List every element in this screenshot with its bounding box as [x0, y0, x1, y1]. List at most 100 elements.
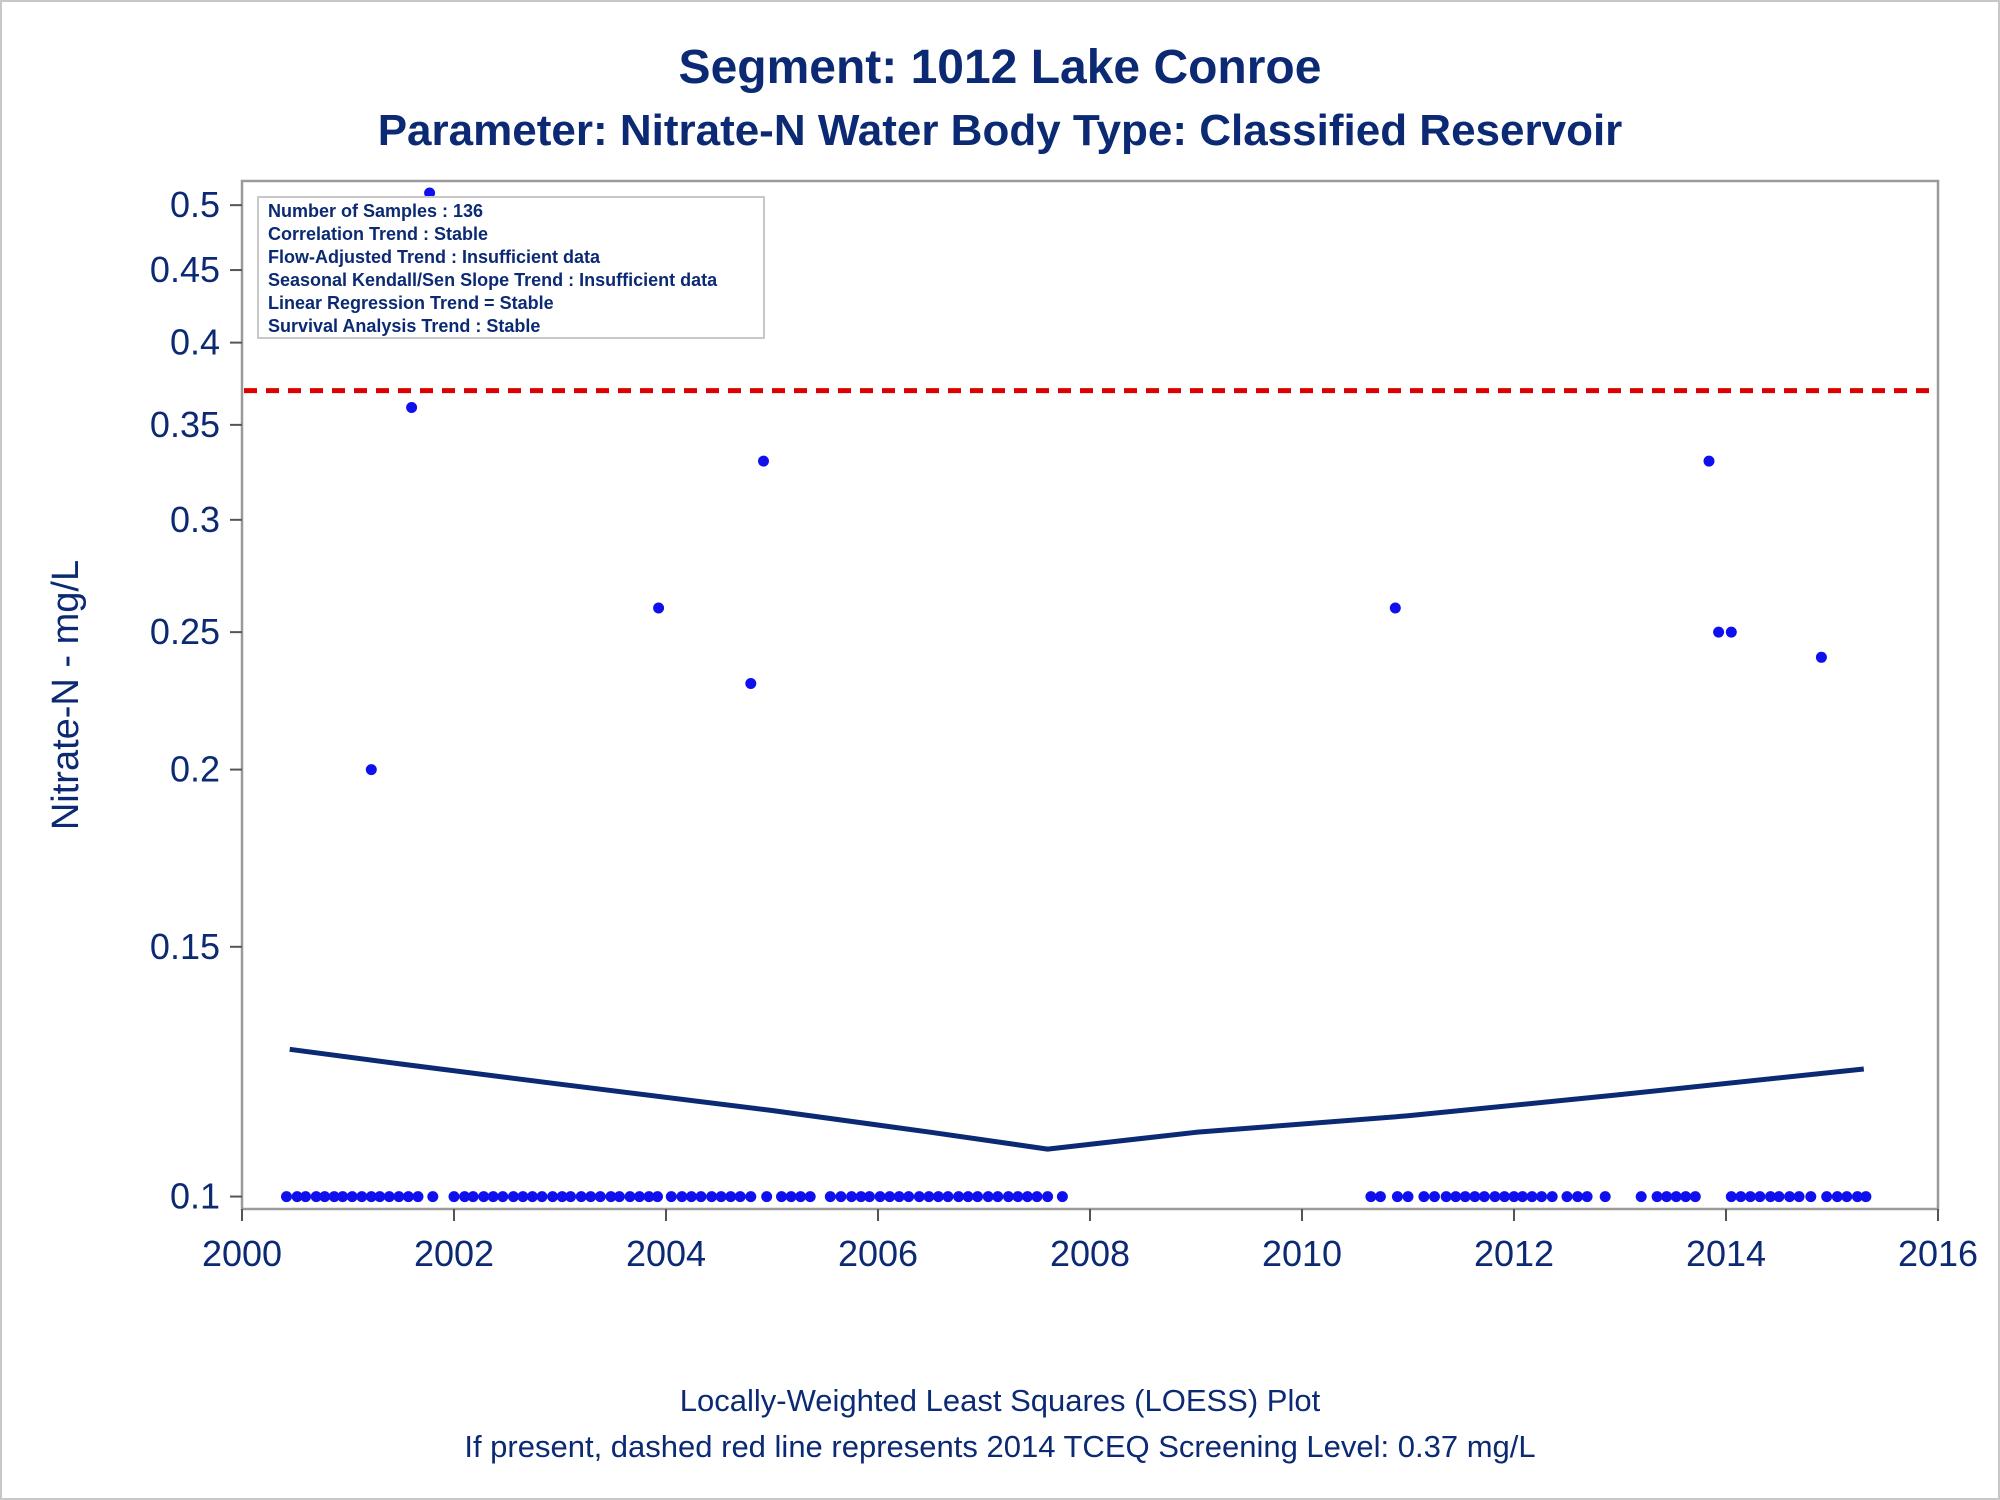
sample-point: [1042, 1191, 1054, 1203]
sample-point: [1389, 602, 1401, 614]
sample-point: [1056, 1191, 1068, 1203]
y-tick-label: 0.3: [170, 499, 220, 540]
sample-point: [536, 1191, 548, 1203]
annotation-seasonal-kendall-trend: Seasonal Kendall/Sen Slope Trend : Insuf…: [268, 270, 718, 290]
sample-point: [1561, 1191, 1573, 1203]
sample-point: [1815, 651, 1827, 663]
sample-point: [992, 1191, 1004, 1203]
sample-point: [594, 1191, 606, 1203]
sample-point: [517, 1191, 529, 1203]
x-tick-label: 2000: [202, 1233, 282, 1274]
sample-point: [1440, 1191, 1452, 1203]
sample-point: [281, 1191, 292, 1203]
sample-point: [745, 1191, 757, 1203]
sample-point: [467, 1191, 479, 1203]
sample-point: [1526, 1191, 1538, 1203]
sample-point: [346, 1191, 358, 1203]
sample-point: [1536, 1191, 1548, 1203]
sample-point: [804, 1191, 816, 1203]
sample-point: [725, 1191, 737, 1203]
sample-point: [706, 1191, 718, 1203]
sample-point: [1773, 1191, 1785, 1203]
sample-point: [776, 1191, 787, 1203]
sample-point: [497, 1191, 509, 1203]
sample-point: [665, 1191, 677, 1203]
sample-point: [605, 1191, 617, 1203]
sample-point: [855, 1191, 867, 1203]
sample-point: [585, 1191, 597, 1203]
sample-point: [1478, 1191, 1490, 1203]
sample-point: [402, 1191, 414, 1203]
annotation-linear-regression-trend: Linear Regression Trend = Stable: [268, 293, 554, 313]
sample-point: [1805, 1191, 1817, 1203]
sample-point: [1661, 1191, 1673, 1203]
sample-point: [1841, 1191, 1853, 1203]
sample-point: [1851, 1191, 1863, 1203]
x-tick-label: 2010: [1262, 1233, 1342, 1274]
sample-point: [1374, 1191, 1386, 1203]
sample-point: [1489, 1191, 1501, 1203]
sample-point: [1031, 1191, 1043, 1203]
sample-point: [942, 1191, 954, 1203]
sample-point: [1744, 1191, 1756, 1203]
annotation-flow-adjusted-trend: Flow-Adjusted Trend : Insufficient data: [268, 247, 601, 267]
y-tick-label: 0.1: [170, 1176, 220, 1217]
annotation-correlation-trend: Correlation Trend : Stable: [268, 224, 488, 244]
sample-point: [972, 1191, 984, 1203]
sample-point: [824, 1191, 836, 1203]
chart-subtitle: Parameter: Nitrate-N Water Body Type: Cl…: [378, 106, 1623, 155]
sample-point: [923, 1191, 935, 1203]
sample-point: [695, 1191, 707, 1203]
sample-point: [874, 1191, 886, 1203]
sample-point: [884, 1191, 896, 1203]
sample-point: [526, 1191, 538, 1203]
y-tick-label: 0.45: [150, 249, 220, 290]
footnote-plot-type: Locally-Weighted Least Squares (LOESS) P…: [680, 1383, 1321, 1418]
sample-point: [745, 678, 757, 689]
sample-point: [1450, 1191, 1462, 1203]
sample-point: [310, 1191, 322, 1203]
sample-point: [913, 1191, 925, 1203]
sample-point: [565, 1191, 577, 1203]
sample-point: [1831, 1191, 1843, 1203]
x-axis: 2000 2002 2004 2006 2008 2010 2012 2014 2016: [202, 1209, 1978, 1274]
sample-point: [1429, 1191, 1440, 1203]
sample-point: [448, 1191, 460, 1203]
y-tick-label: 0.4: [170, 322, 220, 363]
sample-point: [761, 1191, 773, 1203]
sample-point: [383, 1191, 395, 1203]
sample-point: [337, 1191, 349, 1203]
sample-point: [300, 1191, 312, 1203]
sample-point: [1517, 1191, 1528, 1203]
sample-point: [1581, 1191, 1593, 1203]
sample-point: [795, 1191, 807, 1203]
sample-point: [643, 1191, 655, 1203]
loess-line-group: [289, 1046, 1865, 1152]
y-tick-label: 0.35: [150, 404, 220, 445]
sample-point: [556, 1191, 568, 1203]
sample-point: [982, 1191, 994, 1203]
y-tick-label: 0.2: [170, 749, 220, 790]
sample-point: [487, 1191, 499, 1203]
sample-point: [356, 1191, 368, 1203]
sample-point: [1012, 1191, 1024, 1203]
sample-point: [1860, 1191, 1872, 1203]
sample-point: [962, 1191, 974, 1203]
sample-point: [624, 1191, 636, 1203]
sample-point: [1754, 1191, 1766, 1203]
sample-point: [1635, 1191, 1647, 1203]
sample-point: [1725, 1191, 1737, 1203]
sample-point: [1022, 1191, 1033, 1203]
sample-point: [365, 1191, 377, 1203]
sample-point: [478, 1191, 490, 1203]
sample-point: [547, 1191, 559, 1203]
trend-summary-box: Number of Samples : 136 Correlation Tren…: [257, 196, 765, 339]
sample-point: [676, 1191, 688, 1203]
sample-point: [932, 1191, 944, 1203]
x-tick-label: 2006: [838, 1233, 918, 1274]
sample-point: [1765, 1191, 1776, 1203]
x-tick-label: 2008: [1050, 1233, 1130, 1274]
sample-point: [328, 1191, 340, 1203]
sample-point: [846, 1191, 857, 1203]
